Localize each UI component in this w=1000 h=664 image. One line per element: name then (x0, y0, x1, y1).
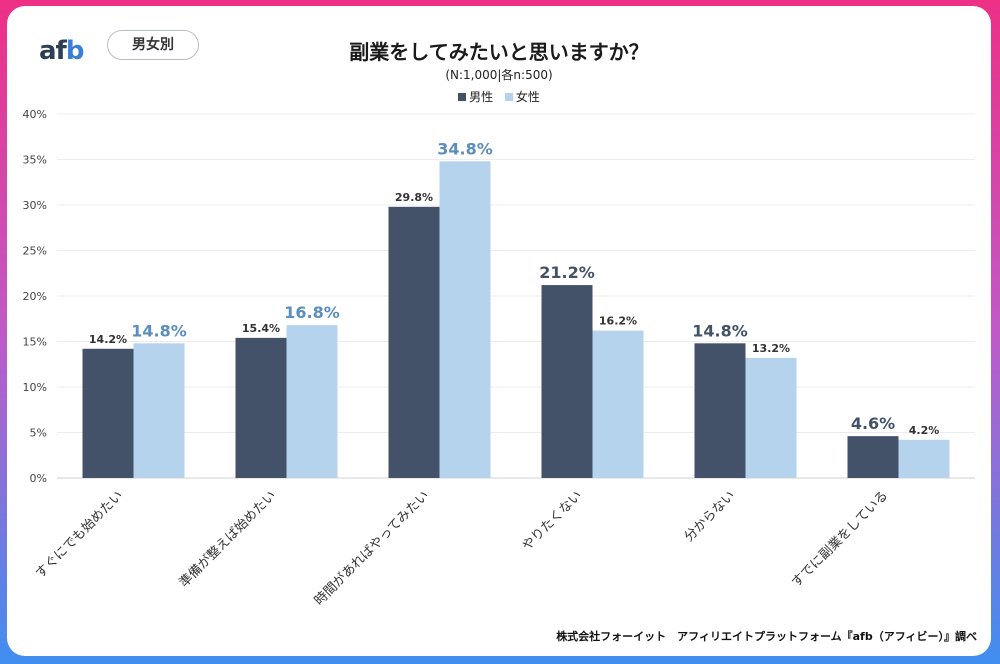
data-label: 29.8% (395, 191, 433, 204)
data-label: 4.6% (851, 414, 895, 433)
data-label: 21.2% (539, 263, 595, 282)
bar-male (82, 348, 134, 478)
x-tick-label: すでに副業をしている (788, 488, 891, 591)
y-tick-label: 40% (23, 108, 47, 121)
chart-title: 副業をしてみたいと思いますか？ (349, 40, 649, 64)
x-tick-label: 時間があればやってみたい (312, 488, 432, 608)
bar-female (745, 357, 797, 478)
x-tick-label: すぐにでも始めたい (33, 488, 126, 581)
bar-female (898, 439, 950, 478)
data-label: 34.8% (437, 139, 493, 158)
bar-female (439, 161, 491, 478)
legend-swatch-female (504, 93, 513, 101)
bar-female (133, 343, 185, 478)
data-label: 14.2% (89, 333, 127, 346)
data-label: 15.4% (242, 322, 280, 335)
y-tick-label: 25% (23, 245, 47, 258)
y-tick-label: 20% (23, 290, 47, 303)
data-label: 14.8% (692, 321, 748, 340)
y-tick-label: 5% (30, 427, 47, 440)
chart-subtitle: (N:1,000|各n:500) (445, 68, 553, 82)
data-label: 16.2% (599, 315, 637, 328)
afb-logo: afb (39, 36, 85, 66)
logo-text-b: b (65, 36, 85, 66)
bar-female (592, 330, 644, 478)
bar-female (286, 325, 338, 478)
data-label: 14.8% (131, 321, 187, 340)
data-label: 4.2% (909, 424, 940, 437)
bar-male (694, 343, 746, 478)
legend-item-female: 女性 (504, 88, 540, 105)
bar-chart: 0% 5% 10% 15% 20% 25% 30% 35% 40% 14.2% 14.8% すぐにでも… (23, 108, 975, 609)
data-label: 16.8% (284, 303, 340, 322)
y-tick-label: 35% (23, 154, 47, 167)
legend-item-male: 男性 (458, 88, 493, 105)
chart-card: afb 男女別 副業をしてみたいと思いますか？ (N:1,000|各n:500)… (7, 6, 991, 656)
bar-male (541, 285, 593, 478)
y-tick-label: 0% (30, 472, 47, 485)
bar-male (847, 436, 899, 478)
x-tick-label: やりたくない (520, 488, 586, 554)
gender-badge: 男女別 (107, 30, 199, 60)
y-tick-label: 15% (23, 336, 47, 349)
logo-text-af: af (39, 36, 67, 66)
chart-legend: 男性 女性 (7, 88, 991, 105)
legend-swatch-male (458, 93, 467, 101)
x-tick-label: 分からない (682, 488, 739, 545)
legend-label-male: 男性 (469, 90, 494, 104)
y-tick-label: 10% (23, 381, 47, 394)
bar-male (235, 337, 287, 478)
x-tick-label: 準備が整えば始めたい (176, 488, 279, 591)
data-label: 13.2% (752, 342, 790, 355)
y-tick-label: 30% (23, 199, 47, 212)
bar-male (388, 206, 440, 478)
legend-label-female: 女性 (515, 90, 540, 104)
source-note: 株式会社フォーイット アフィリエイトプラットフォーム『afb（アフィビー）』調べ (556, 630, 977, 643)
